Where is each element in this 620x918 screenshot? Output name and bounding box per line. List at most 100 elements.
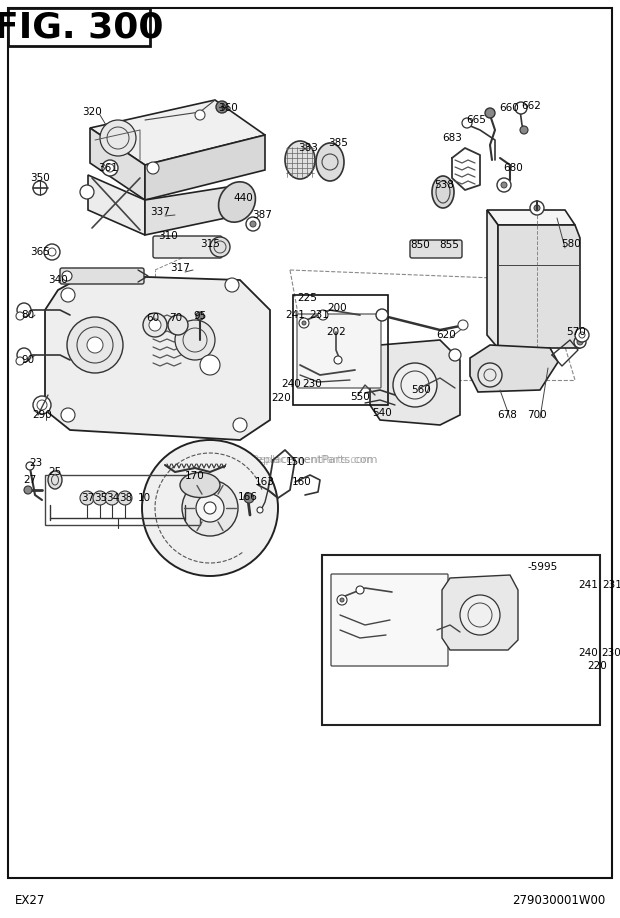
Circle shape: [17, 303, 31, 317]
Circle shape: [233, 418, 247, 432]
Text: 279030001W00: 279030001W00: [512, 893, 605, 906]
FancyBboxPatch shape: [297, 314, 381, 388]
Text: 163: 163: [255, 477, 275, 487]
Polygon shape: [45, 275, 270, 440]
Text: 385: 385: [328, 138, 348, 148]
Text: 310: 310: [158, 231, 178, 241]
Text: 60: 60: [146, 313, 159, 323]
Text: 240: 240: [578, 648, 598, 658]
Circle shape: [33, 181, 47, 195]
Circle shape: [250, 221, 256, 227]
Polygon shape: [90, 100, 265, 165]
Text: 560: 560: [411, 385, 431, 395]
Text: 25: 25: [48, 467, 61, 477]
Text: 540: 540: [372, 408, 392, 418]
Circle shape: [337, 595, 347, 605]
Text: 90: 90: [22, 355, 35, 365]
Circle shape: [87, 337, 103, 353]
Text: 70: 70: [169, 313, 182, 323]
Circle shape: [118, 491, 132, 505]
Circle shape: [299, 318, 309, 328]
Text: 620: 620: [436, 330, 456, 340]
Circle shape: [577, 339, 583, 345]
Text: 660: 660: [499, 103, 519, 113]
Text: 231: 231: [602, 580, 620, 590]
Text: 440: 440: [233, 193, 253, 203]
Text: 350: 350: [30, 173, 50, 183]
Text: 166: 166: [238, 492, 258, 502]
Circle shape: [142, 440, 278, 576]
Text: 320: 320: [82, 107, 102, 117]
Text: FIG. 300: FIG. 300: [0, 11, 164, 45]
Circle shape: [143, 313, 167, 337]
Text: 678: 678: [497, 410, 517, 420]
Text: 538: 538: [434, 180, 454, 190]
Text: 241: 241: [578, 580, 598, 590]
Text: 230: 230: [601, 648, 620, 658]
Text: 850: 850: [410, 240, 430, 250]
FancyBboxPatch shape: [153, 236, 222, 258]
Text: 225: 225: [297, 293, 317, 303]
Circle shape: [168, 315, 188, 335]
Circle shape: [356, 586, 364, 594]
Text: 383: 383: [298, 143, 318, 153]
Ellipse shape: [285, 141, 315, 179]
Circle shape: [24, 486, 32, 494]
Text: 150: 150: [286, 457, 306, 467]
Circle shape: [16, 357, 24, 365]
Polygon shape: [145, 135, 265, 200]
Text: 23: 23: [29, 458, 43, 468]
Circle shape: [182, 480, 238, 536]
Bar: [293, 295, 388, 405]
Circle shape: [376, 309, 388, 321]
Text: 360: 360: [218, 103, 238, 113]
Polygon shape: [90, 128, 145, 200]
Circle shape: [302, 321, 306, 325]
Circle shape: [497, 178, 511, 192]
Circle shape: [478, 363, 502, 387]
Circle shape: [196, 494, 224, 522]
Circle shape: [102, 160, 118, 176]
Text: 241: 241: [285, 310, 305, 320]
Polygon shape: [470, 345, 558, 392]
Circle shape: [520, 126, 528, 134]
Text: 38: 38: [120, 493, 133, 503]
Circle shape: [17, 348, 31, 362]
Circle shape: [515, 102, 527, 114]
Text: 580: 580: [561, 239, 581, 249]
Polygon shape: [370, 340, 460, 425]
Ellipse shape: [316, 143, 344, 181]
Text: 240: 240: [281, 379, 301, 389]
Text: 700: 700: [527, 410, 547, 420]
Circle shape: [195, 110, 205, 120]
Circle shape: [210, 237, 230, 257]
Text: 662: 662: [521, 101, 541, 111]
Circle shape: [257, 507, 263, 513]
Text: 665: 665: [466, 115, 486, 125]
Text: 365: 365: [30, 247, 50, 257]
Circle shape: [26, 462, 34, 470]
Text: 80: 80: [22, 310, 35, 320]
Circle shape: [204, 502, 216, 514]
Text: 202: 202: [326, 327, 346, 337]
Text: 361: 361: [98, 163, 118, 173]
Circle shape: [105, 491, 119, 505]
Polygon shape: [498, 225, 580, 348]
Text: 683: 683: [442, 133, 462, 143]
Text: 231: 231: [309, 310, 329, 320]
Text: 550: 550: [350, 392, 370, 402]
Circle shape: [61, 408, 75, 422]
Circle shape: [67, 317, 123, 373]
Bar: [322, 555, 600, 725]
Text: 220: 220: [271, 393, 291, 403]
Circle shape: [462, 118, 472, 128]
Circle shape: [149, 319, 161, 331]
Bar: [45, 475, 200, 525]
Text: 200: 200: [327, 303, 347, 313]
Circle shape: [16, 312, 24, 320]
Circle shape: [80, 491, 94, 505]
Text: 230: 230: [302, 379, 322, 389]
Circle shape: [62, 271, 72, 281]
Text: 10: 10: [138, 493, 151, 503]
Circle shape: [530, 201, 544, 215]
